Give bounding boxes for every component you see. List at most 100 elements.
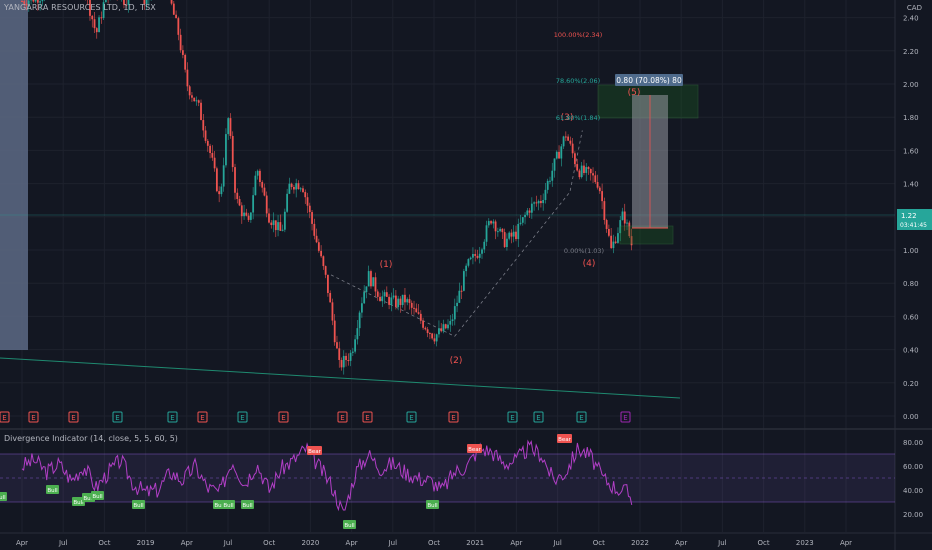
candle-body bbox=[259, 170, 261, 182]
candle-body bbox=[306, 197, 309, 206]
x-tick-label: Oct bbox=[593, 539, 605, 547]
candle-body bbox=[351, 351, 354, 353]
candle-body bbox=[528, 210, 531, 213]
indicator-title[interactable]: Divergence Indicator (14, close, 5, 5, 6… bbox=[4, 434, 178, 443]
candle-body bbox=[345, 355, 347, 361]
earnings-label: E bbox=[409, 414, 413, 422]
wave-annotations: (1) (2) (3) (4) (5) 100.00%(2.34) 78.60%(2.06)… bbox=[380, 31, 641, 366]
candle-body bbox=[478, 253, 481, 258]
candle-body bbox=[535, 202, 538, 204]
candle-body bbox=[483, 241, 486, 250]
candle-body bbox=[209, 145, 211, 153]
candle-body bbox=[143, 0, 146, 5]
candle-body bbox=[327, 274, 329, 293]
candle-body bbox=[492, 221, 495, 224]
rsi-tick-label: 20.00 bbox=[903, 511, 923, 519]
candle-body bbox=[587, 167, 590, 169]
bull-badge bbox=[72, 497, 85, 506]
bear-badge bbox=[307, 446, 322, 455]
candle-body bbox=[202, 120, 205, 131]
projection-tool[interactable]: 0.80 (70.08%) 80 bbox=[597, 74, 699, 245]
candle-body bbox=[519, 222, 522, 224]
candle-body bbox=[363, 292, 366, 304]
bull-badge bbox=[241, 500, 254, 509]
candle-body bbox=[442, 324, 445, 332]
candle-body bbox=[569, 140, 572, 144]
candle-body bbox=[238, 199, 241, 206]
candle-body bbox=[460, 290, 463, 292]
candle-body bbox=[372, 277, 375, 287]
candle-body bbox=[268, 213, 270, 223]
candle-body bbox=[515, 231, 517, 240]
candle-body bbox=[104, 0, 107, 3]
candle-body bbox=[424, 327, 427, 330]
candle-body bbox=[25, 3, 28, 6]
candle-body bbox=[361, 303, 363, 313]
candle-body bbox=[456, 302, 458, 307]
projection-label-bg bbox=[615, 74, 683, 86]
candle-body bbox=[474, 253, 477, 256]
candle-body bbox=[265, 195, 268, 214]
candle-body bbox=[517, 223, 520, 240]
candle-body bbox=[186, 69, 189, 87]
candle-body bbox=[506, 238, 508, 248]
candle-body bbox=[551, 170, 554, 181]
candle-body bbox=[347, 360, 350, 362]
candle-body bbox=[558, 151, 560, 159]
candle-body bbox=[27, 0, 30, 6]
candle-body bbox=[562, 136, 565, 147]
candle-body bbox=[465, 265, 468, 272]
candle-body bbox=[530, 203, 533, 213]
candle-body bbox=[397, 298, 400, 308]
candle-body bbox=[585, 167, 588, 173]
candle-body bbox=[451, 319, 454, 322]
y-tick-label: 0.80 bbox=[903, 280, 919, 288]
candle-body bbox=[490, 221, 492, 224]
symbol-title[interactable]: YANGARRA RESOURCES LTD, 1D, TSX bbox=[4, 3, 156, 12]
candle-body bbox=[211, 152, 214, 158]
candle-body bbox=[34, 0, 37, 2]
candle-body bbox=[365, 286, 368, 293]
y-tick-label: 2.40 bbox=[903, 15, 919, 23]
candle-body bbox=[247, 215, 250, 220]
x-tick-label: Apr bbox=[840, 539, 852, 547]
x-tick-label: Jul bbox=[223, 539, 233, 547]
candle-body bbox=[231, 135, 234, 168]
candle-body bbox=[240, 205, 243, 217]
candle-body bbox=[317, 242, 320, 251]
candle-body bbox=[261, 181, 264, 188]
candle-body bbox=[499, 228, 502, 232]
x-tick-label: 2020 bbox=[301, 539, 319, 547]
bull-badge bbox=[46, 485, 59, 494]
candle-body bbox=[422, 320, 424, 328]
candle-body bbox=[340, 360, 343, 368]
wave-label: (3) bbox=[561, 113, 574, 123]
candle-body bbox=[564, 136, 567, 138]
candle-body bbox=[431, 333, 434, 339]
y-tick-label: 0.20 bbox=[903, 380, 919, 388]
y-tick-label: 1.80 bbox=[903, 114, 919, 122]
candle-body bbox=[145, 0, 148, 5]
candle-body bbox=[191, 95, 193, 98]
wave-label: (4) bbox=[583, 259, 596, 269]
earnings-marker bbox=[0, 411, 10, 423]
bull-label: Bull bbox=[223, 503, 234, 509]
candle-body bbox=[281, 229, 284, 231]
candle-body bbox=[93, 19, 96, 29]
candle-body bbox=[417, 312, 420, 314]
fib-label: 61.80%(1.84) bbox=[556, 114, 600, 122]
candle-body bbox=[419, 313, 422, 321]
candle-body bbox=[370, 271, 372, 287]
candle-body bbox=[36, 0, 39, 3]
candle-body bbox=[526, 210, 529, 215]
candle-body bbox=[236, 192, 239, 200]
earnings-marker bbox=[237, 411, 248, 423]
bull-label: Bull bbox=[133, 503, 144, 509]
bull-badge bbox=[426, 500, 439, 509]
bull-badge bbox=[91, 491, 104, 500]
x-tick-label: Apr bbox=[16, 539, 28, 547]
candle-body bbox=[193, 97, 196, 102]
candle-body bbox=[601, 191, 603, 202]
candle-body bbox=[433, 338, 436, 342]
candle-body bbox=[510, 232, 513, 237]
